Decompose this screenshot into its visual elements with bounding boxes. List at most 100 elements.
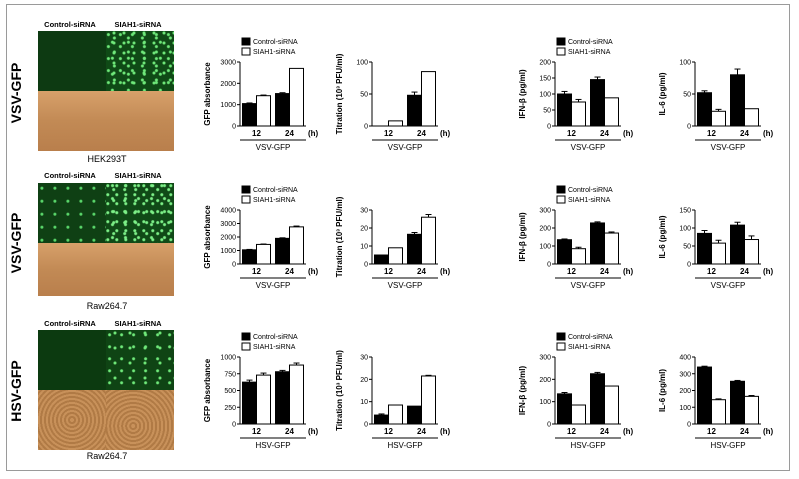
- x-unit-label: (h): [308, 267, 319, 276]
- y-tick-label: 0: [232, 124, 236, 131]
- x-axis-label: VSV-GFP: [256, 281, 291, 290]
- bar: [711, 110, 726, 127]
- cell-line-label: HEK293T: [87, 154, 127, 164]
- y-axis-label: IL-6 (pg/ml): [658, 72, 667, 115]
- y-tick-label: 3000: [220, 221, 236, 228]
- x-tick-label: 12: [707, 267, 716, 276]
- y-tick-label: 0: [547, 124, 551, 131]
- bar: [571, 248, 586, 265]
- x-axis-label: VSV-GFP: [256, 143, 291, 152]
- y-tick-label: 750: [224, 371, 236, 378]
- micrograph-bf-control: [38, 243, 106, 296]
- x-tick-label: 12: [384, 267, 393, 276]
- y-tick-label: 0: [232, 422, 236, 429]
- bar: [571, 404, 586, 425]
- chart-titration-row2: 0 10 20 30 Titration (10³ PFU/ml) 12 24 (h) VSV-…: [335, 196, 451, 290]
- y-tick-label: 0: [547, 262, 551, 269]
- x-unit-label: (h): [763, 427, 774, 436]
- y-tick-label: 4000: [220, 208, 236, 215]
- y-tick-label: 1000: [220, 248, 236, 255]
- bar: [256, 374, 271, 425]
- micrograph-gfp-siah1: [106, 330, 174, 390]
- y-axis-label: IL-6 (pg/ml): [658, 369, 667, 412]
- bar: [374, 414, 389, 425]
- x-unit-label: (h): [440, 267, 451, 276]
- legend-label: Control-siRNA: [253, 334, 298, 341]
- y-tick-label: 3000: [220, 60, 236, 67]
- row-label-vsv-hek: VSV-GFP: [8, 62, 24, 124]
- chart-il6-row1: 0 50 100 IL-6 (pg/ml) 12 24 (h) VSV-GFP: [658, 60, 774, 153]
- x-axis-label: VSV-GFP: [571, 143, 606, 152]
- legend-label: Control-siRNA: [568, 39, 613, 46]
- chart-ifnb-row3: 0 100 200 300 IFN-β (pg/ml) 12 24 (h) HSV-GFP Con…: [518, 332, 634, 450]
- y-tick-label: 0: [364, 124, 368, 131]
- legend-label: SIAH1-siRNA: [568, 197, 611, 204]
- x-axis-label: VSV-GFP: [388, 143, 423, 152]
- bar: [557, 239, 572, 265]
- x-tick-label: 12: [567, 129, 576, 138]
- bar: [242, 249, 257, 265]
- micrograph-bf-control: [38, 390, 106, 450]
- legend-label: Control-siRNA: [253, 39, 298, 46]
- legend-swatch: [241, 195, 251, 204]
- bar: [421, 375, 436, 425]
- bar: [275, 237, 290, 265]
- y-tick-label: 200: [539, 60, 551, 67]
- y-tick-label: 20: [360, 226, 368, 233]
- x-tick-label: 12: [252, 427, 261, 436]
- y-axis-label: Titration (10³ PFU/ml): [335, 53, 344, 134]
- bar: [590, 222, 605, 265]
- y-tick-label: 50: [360, 92, 368, 99]
- x-tick-label: 24: [285, 267, 294, 276]
- bar: [711, 242, 726, 265]
- y-tick-label: 0: [364, 422, 368, 429]
- x-axis-label: VSV-GFP: [711, 281, 746, 290]
- col-label-siah1: SIAH1-siRNA: [114, 319, 162, 328]
- y-tick-label: 0: [687, 124, 691, 131]
- x-tick-label: 12: [384, 427, 393, 436]
- x-tick-label: 24: [600, 427, 609, 436]
- y-tick-label: 400: [679, 355, 691, 362]
- bar: [289, 67, 304, 127]
- chart-il6-row2: 0 50 100 150 IL-6 (pg/ml) 12 24 (h) VSV-GFP: [658, 208, 774, 291]
- bar: [407, 405, 422, 425]
- y-tick-label: 0: [547, 422, 551, 429]
- legend-swatch: [241, 37, 251, 46]
- chart-titration-row1: 0 50 100 Titration (10³ PFU/ml) 12 24 (h) VSV-G…: [335, 53, 451, 152]
- micrograph-bf-siah1: [106, 243, 174, 296]
- x-unit-label: (h): [623, 267, 634, 276]
- legend-swatch: [556, 47, 566, 56]
- x-axis-label: HSV-GFP: [710, 441, 745, 450]
- y-tick-label: 300: [539, 208, 551, 215]
- x-tick-label: 24: [740, 267, 749, 276]
- x-axis-label: HSV-GFP: [255, 441, 290, 450]
- x-tick-label: 24: [740, 427, 749, 436]
- bar: [604, 97, 619, 127]
- bar: [388, 247, 403, 265]
- bar: [407, 94, 422, 127]
- y-tick-label: 0: [364, 262, 368, 269]
- y-axis-label: IFN-β (pg/ml): [518, 69, 527, 119]
- col-label-control: Control-siRNA: [44, 20, 96, 29]
- col-label-control: Control-siRNA: [44, 171, 96, 180]
- y-tick-label: 250: [224, 405, 236, 412]
- y-axis-label: IL-6 (pg/ml): [658, 215, 667, 258]
- legend-swatch: [556, 195, 566, 204]
- y-tick-label: 300: [679, 371, 691, 378]
- x-tick-label: 24: [285, 427, 294, 436]
- y-tick-label: 50: [683, 92, 691, 99]
- legend-label: SIAH1-siRNA: [253, 197, 296, 204]
- y-axis-label: GFP absorbance: [203, 358, 212, 422]
- chart-gfp-absorbance-row3: 0 250 500 750 1000 GFP absorbance 12 24 (h) HSV-G…: [203, 332, 319, 450]
- x-unit-label: (h): [440, 427, 451, 436]
- y-tick-label: 30: [360, 208, 368, 215]
- bar: [407, 233, 422, 265]
- y-axis-label: Titration (10³ PFU/ml): [335, 196, 344, 277]
- y-tick-label: 0: [687, 262, 691, 269]
- y-tick-label: 50: [543, 108, 551, 115]
- micrograph-bf-siah1: [106, 91, 174, 151]
- bar: [421, 216, 436, 265]
- y-tick-label: 1000: [220, 355, 236, 362]
- y-tick-label: 100: [679, 405, 691, 412]
- x-axis-label: HSV-GFP: [570, 441, 605, 450]
